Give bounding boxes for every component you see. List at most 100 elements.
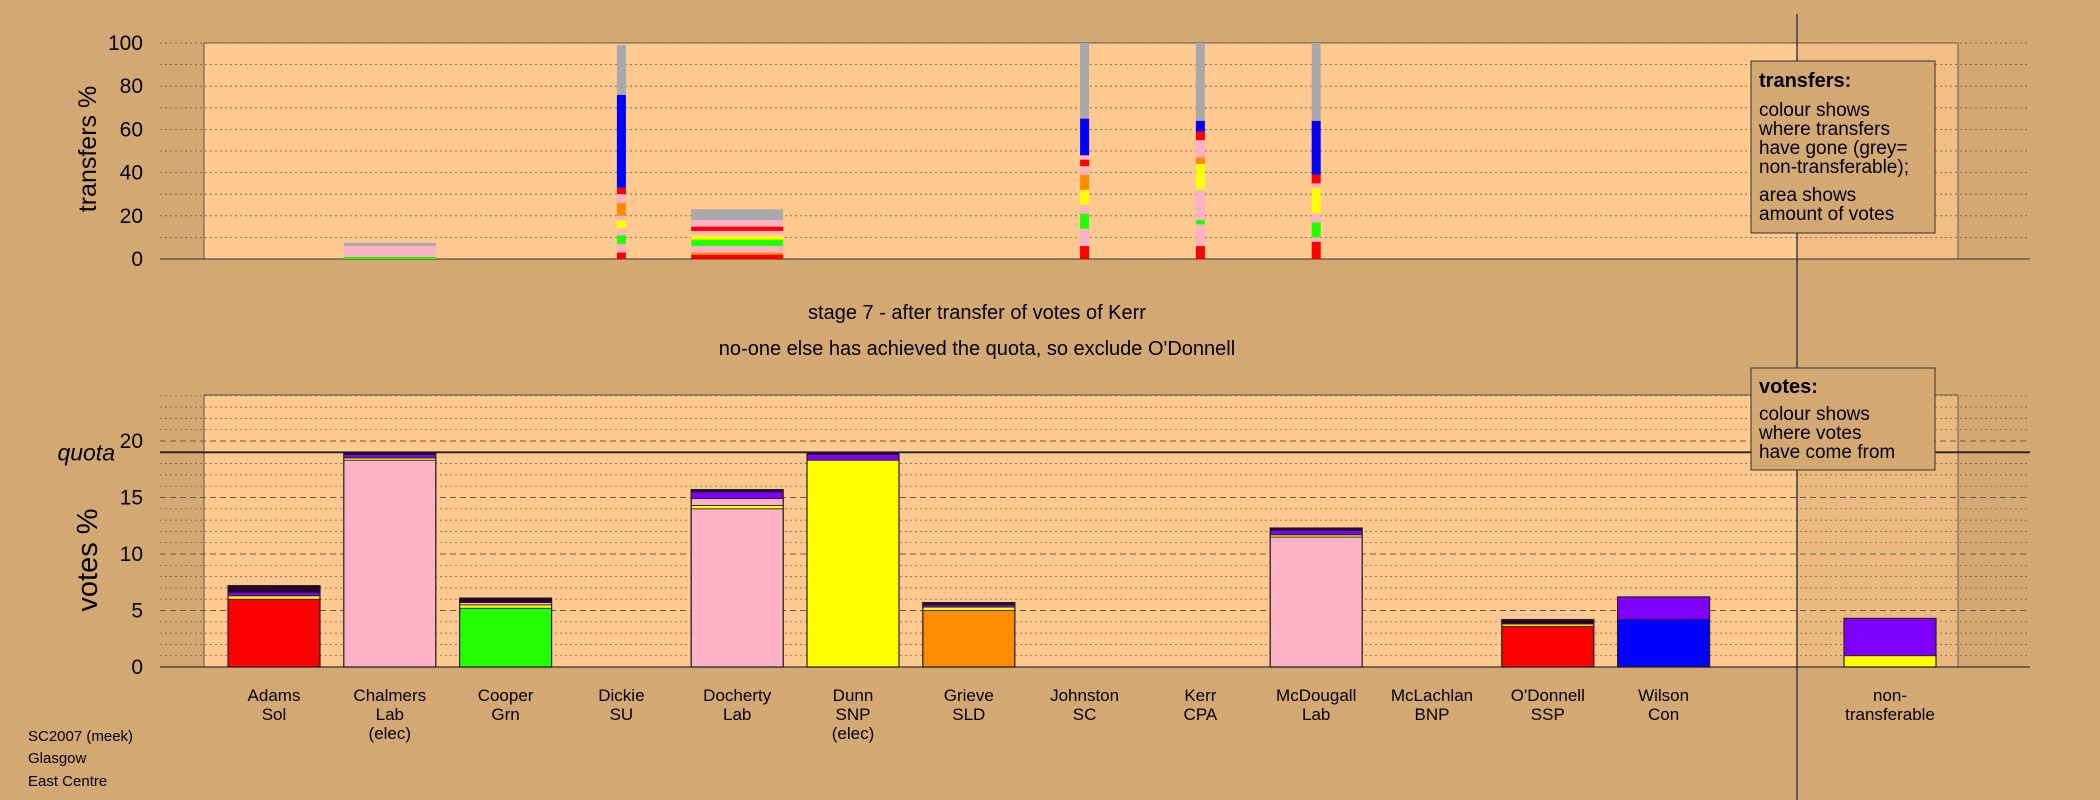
candidate-name: Docherty	[703, 686, 772, 705]
vote-bar-cooper	[459, 607, 553, 668]
transfer-segment-docherty	[691, 239, 784, 247]
transfers-legend-box	[1750, 60, 1936, 234]
vote-bar-cooper	[459, 597, 553, 603]
vote-bar-grieve	[922, 606, 1016, 611]
transfer-segment-dickie	[616, 202, 626, 216]
candidate-elected: (elec)	[832, 724, 875, 743]
candidate-name: Adams	[248, 686, 301, 705]
candidate-party: Lab	[1302, 705, 1330, 724]
vote-bar-docherty	[690, 505, 784, 510]
vote-bar-wilson-outline	[1616, 596, 1711, 668]
candidate-party: SU	[610, 705, 634, 724]
votes-axis-label: votes %	[72, 508, 104, 611]
transfer-segment-mcdougall	[1311, 174, 1321, 184]
transfer-segment-docherty	[691, 235, 784, 240]
vote-bar-adams	[227, 595, 321, 600]
transfer-segment-kerr	[1195, 131, 1205, 141]
vote-bar-odonnell	[1501, 619, 1595, 625]
vote-bar-chalmers-outline	[343, 451, 437, 668]
vote-bar-mcdougall	[1269, 536, 1363, 668]
vote-bar-docherty	[690, 491, 784, 500]
transfer-segment-kerr	[1195, 246, 1205, 259]
transfers-legend-text: where transfers	[1758, 119, 1890, 140]
candidate-name: Johnston	[1050, 686, 1119, 705]
transfer-segment-dickie	[616, 228, 626, 236]
transfer-segment-mcdougall	[1311, 120, 1321, 175]
candidate-party: CPA	[1184, 705, 1218, 724]
candidate-party: BNP	[1415, 705, 1450, 724]
transfer-segment-johnston	[1080, 118, 1090, 156]
transfer-segment-chalmers	[343, 242, 436, 247]
vote-bar-adams-outline	[227, 585, 321, 668]
transfer-segment-mcdougall	[1311, 241, 1321, 259]
footer-council: Glasgow	[28, 750, 87, 767]
votes-tick-label: 0	[131, 656, 143, 679]
transfer-segment-mcdougall	[1311, 237, 1321, 242]
transfer-segment-kerr	[1195, 157, 1205, 164]
transfer-segment-kerr	[1195, 140, 1205, 158]
transfer-segment-johnston	[1080, 213, 1090, 229]
candidate-name: Wilson	[1638, 686, 1689, 705]
candidate-party: Con	[1648, 705, 1679, 724]
transfer-segment-dickie	[616, 252, 626, 259]
candidate-name: O'Donnell	[1511, 686, 1585, 705]
stage-title: stage 7 - after transfer of votes of Ker…	[808, 302, 1146, 324]
transfers-tick-label: 20	[120, 205, 143, 228]
transfer-segment-kerr	[1195, 120, 1205, 132]
transfer-segment-mcdougall	[1311, 222, 1321, 238]
transfer-segment-dickie	[616, 194, 626, 203]
transfer-segment-mcdougall	[1311, 213, 1321, 223]
candidate-party: SSP	[1531, 705, 1565, 724]
transfers-legend-text: amount of votes	[1759, 204, 1894, 225]
candidate-elected: (elec)	[369, 724, 412, 743]
vote-bar-grieve	[922, 610, 1016, 668]
vote-bar-nontransferable	[1843, 655, 1937, 668]
transfer-segment-kerr	[1195, 43, 1205, 121]
transfer-segment-dickie	[616, 94, 626, 188]
transfer-segment-dickie	[616, 235, 626, 244]
footer-ward: East Centre	[28, 773, 107, 790]
vote-bar-mcdougall-outline	[1269, 527, 1363, 668]
votes-tick-label: 20	[120, 430, 143, 453]
votes-legend-text: colour shows	[1759, 404, 1870, 425]
transfer-segment-kerr	[1195, 189, 1205, 221]
transfers-legend-text: non-transferable);	[1759, 157, 1909, 178]
transfer-segment-johnston	[1080, 174, 1090, 190]
transfer-segment-dickie	[616, 220, 626, 229]
transfer-segment-kerr	[1195, 220, 1205, 225]
quota-label: quota	[57, 439, 115, 465]
vote-bar-dunn	[806, 459, 900, 668]
vote-bar-nontransferable	[1843, 618, 1937, 657]
candidate-name: Dickie	[598, 686, 644, 705]
transfer-segment-docherty	[691, 246, 784, 253]
vote-bar-cooper	[459, 604, 553, 609]
vote-bar-grieve-outline	[922, 601, 1016, 668]
vote-bar-docherty	[690, 508, 784, 668]
transfer-segment-mcdougall	[1311, 43, 1321, 121]
nontransferable-label: transferable	[1845, 705, 1935, 724]
votes-legend-title: votes:	[1759, 376, 1818, 398]
transfers-tick-label: 0	[131, 248, 143, 271]
votes-tick-label: 5	[131, 600, 143, 623]
candidate-name: Cooper	[478, 686, 534, 705]
transfer-segment-johnston	[1080, 159, 1090, 167]
transfer-segment-johnston	[1080, 155, 1090, 160]
transfer-segment-johnston	[1080, 43, 1090, 119]
candidate-party: Grn	[491, 705, 519, 724]
candidate-name: McLachlan	[1391, 686, 1473, 705]
transfer-segment-johnston	[1080, 189, 1090, 205]
vote-bar-nontransferable-outline	[1843, 617, 1937, 668]
transfer-segment-docherty	[691, 209, 784, 221]
votes-legend-text: where votes	[1758, 423, 1861, 444]
votes-tick-label: 15	[120, 487, 143, 510]
vote-bar-adams	[227, 585, 321, 593]
transfer-segment-johnston	[1080, 166, 1090, 175]
candidate-party: SC	[1073, 705, 1097, 724]
candidate-name: Kerr	[1184, 686, 1216, 705]
candidate-party: SNP	[836, 705, 871, 724]
vote-bar-cooper-outline	[459, 597, 553, 668]
transfer-segment-docherty	[691, 254, 784, 259]
vote-bar-docherty-outline	[690, 488, 784, 668]
transfer-segment-dickie	[616, 45, 626, 95]
vote-bar-adams	[227, 598, 321, 668]
